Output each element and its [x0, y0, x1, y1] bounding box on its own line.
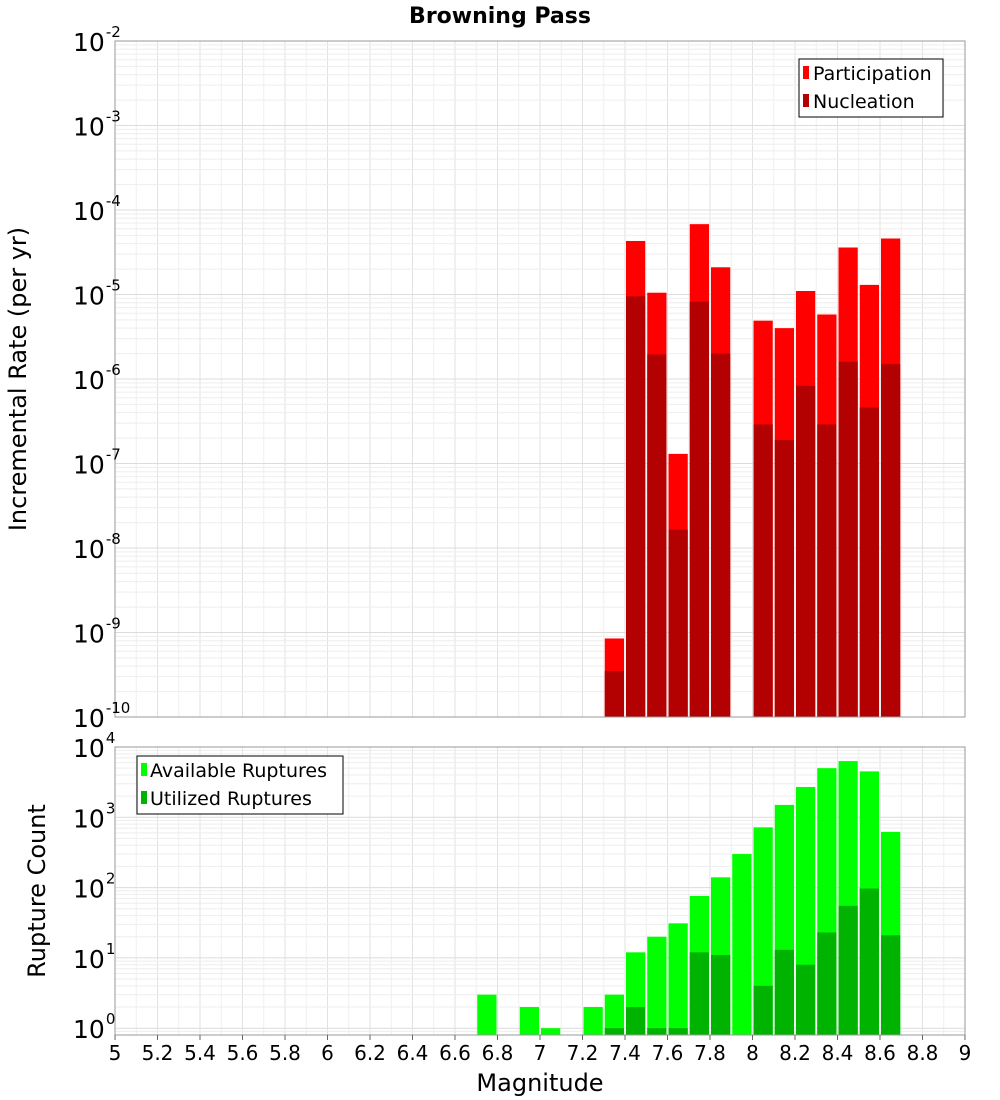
utilized-ruptures-bar: [774, 949, 794, 1035]
x-tick-label: 7: [534, 1041, 547, 1065]
utilized-ruptures-bar: [711, 954, 731, 1035]
available-ruptures-legend-label: Available Ruptures: [150, 760, 327, 782]
rate-plot-border: [114, 40, 966, 718]
x-tick-label: 6.2: [354, 1041, 386, 1065]
rate-legend-box: [798, 58, 944, 118]
rate-y-axis-label: Incremental Rate (per yr): [4, 227, 32, 531]
x-tick-label: 6.8: [482, 1041, 514, 1065]
utilized-ruptures-bar: [859, 888, 879, 1035]
utilized-ruptures-bar: [796, 964, 816, 1035]
utilized-ruptures-legend-label: Utilized Ruptures: [150, 788, 312, 810]
nucleation-bar: [753, 424, 773, 717]
x-tick-label: 6.4: [397, 1041, 429, 1065]
count-legend-box: [136, 755, 344, 815]
available-ruptures-bar: [753, 827, 773, 1035]
x-tick-label: 5.8: [269, 1041, 301, 1065]
rate-y-ticks: 10-10 10-9 10-8 10-7 10-6 10-5 10-4 10-3 10-2: [73, 23, 130, 733]
x-tick-label: 7.8: [694, 1041, 726, 1065]
utilized-ruptures-bar: [689, 952, 709, 1035]
x-tick-label: 8: [746, 1041, 759, 1065]
nucleation-bar: [881, 364, 901, 717]
nucleation-legend-swatch: [803, 94, 809, 107]
y-tick-label: 10-8: [73, 530, 121, 564]
participation-legend-swatch: [803, 66, 809, 79]
y-tick-label: 103: [73, 799, 115, 833]
utilized-ruptures-bar: [838, 905, 858, 1035]
available-ruptures-bar: [604, 994, 624, 1035]
nucleation-bar: [604, 671, 624, 717]
y-tick-label: 10-9: [73, 615, 121, 649]
y-tick-label: 10-5: [73, 277, 121, 311]
chart-title: Browning Pass: [409, 4, 591, 29]
x-tick-label: 6: [321, 1041, 334, 1065]
utilized-ruptures-bar: [626, 1007, 646, 1035]
nucleation-bar: [817, 424, 837, 717]
utilized-ruptures-bar: [647, 1028, 667, 1035]
x-tick-label: 6.6: [439, 1041, 471, 1065]
x-tick-label: 9: [959, 1041, 972, 1065]
y-tick-label: 100: [73, 1010, 115, 1044]
nucleation-bar: [796, 385, 816, 717]
nucleation-bar: [668, 529, 688, 717]
y-tick-label: 10-10: [73, 699, 130, 733]
participation-legend-label: Participation: [813, 63, 932, 85]
y-tick-label: 10-6: [73, 361, 121, 395]
y-tick-label: 10-4: [73, 192, 121, 226]
y-tick-label: 104: [73, 729, 115, 763]
count-legend: Available Ruptures Utilized Ruptures: [136, 755, 344, 815]
nucleation-bar: [647, 354, 667, 717]
count-y-ticks: 100 101 102 103 104: [73, 729, 115, 1044]
count-panel: 100 101 102 103 104 5 5.2 5.4 5.6 5.8 6 6.2 6.4 6.6 6…: [23, 729, 971, 1097]
available-ruptures-legend-swatch: [141, 763, 147, 776]
rate-panel: 10-10 10-9 10-8 10-7 10-6 10-5 10-4 10-3 10-2 In…: [4, 23, 966, 733]
x-tick-label: 5.4: [184, 1041, 216, 1065]
utilized-ruptures-bar: [604, 1028, 624, 1035]
x-tick-label: 5.2: [142, 1041, 174, 1065]
nucleation-bar: [838, 361, 858, 717]
rate-gridlines: [114, 40, 966, 718]
y-tick-label: 101: [73, 940, 115, 974]
nucleation-legend-label: Nucleation: [813, 91, 915, 113]
available-ruptures-bar: [583, 1007, 603, 1035]
y-tick-label: 10-7: [73, 446, 121, 480]
x-tick-label: 8.4: [822, 1041, 854, 1065]
count-bars: [477, 761, 901, 1035]
utilized-ruptures-legend-swatch: [141, 791, 147, 804]
magnitude-x-ticks: 5 5.2 5.4 5.6 5.8 6 6.2 6.4 6.6 6.8 7 7.2 7.4 7.6 7.8 8…: [109, 1035, 972, 1065]
x-tick-label: 8.2: [779, 1041, 811, 1065]
available-ruptures-bar: [732, 854, 752, 1035]
utilized-ruptures-bar: [668, 1028, 688, 1035]
utilized-ruptures-bar: [753, 985, 773, 1035]
x-tick-label: 5: [109, 1041, 122, 1065]
magnitude-x-axis-label: Magnitude: [476, 1069, 603, 1097]
y-tick-label: 102: [73, 870, 115, 904]
available-ruptures-bar: [519, 1007, 539, 1035]
x-tick-label: 7.6: [652, 1041, 684, 1065]
y-tick-label: 10-2: [73, 23, 121, 57]
available-ruptures-bar: [541, 1028, 561, 1035]
y-tick-label: 10-3: [73, 108, 121, 142]
nucleation-bar: [859, 407, 879, 717]
x-tick-label: 5.6: [227, 1041, 259, 1065]
rate-bars: [604, 224, 901, 718]
utilized-ruptures-bar: [817, 932, 837, 1035]
nucleation-bar: [689, 301, 709, 717]
x-tick-label: 8.6: [864, 1041, 896, 1065]
available-ruptures-bar: [668, 923, 688, 1035]
x-tick-label: 7.2: [567, 1041, 599, 1065]
nucleation-bar: [774, 439, 794, 717]
count-y-axis-label: Rupture Count: [23, 804, 51, 978]
rate-legend: Participation Nucleation: [798, 58, 944, 118]
nucleation-bar: [626, 296, 646, 717]
x-tick-label: 7.4: [609, 1041, 641, 1065]
x-tick-label: 8.8: [907, 1041, 939, 1065]
nucleation-bar: [711, 353, 731, 717]
utilized-ruptures-bar: [881, 935, 901, 1035]
available-ruptures-bar: [647, 936, 667, 1035]
available-ruptures-bar: [477, 994, 497, 1035]
